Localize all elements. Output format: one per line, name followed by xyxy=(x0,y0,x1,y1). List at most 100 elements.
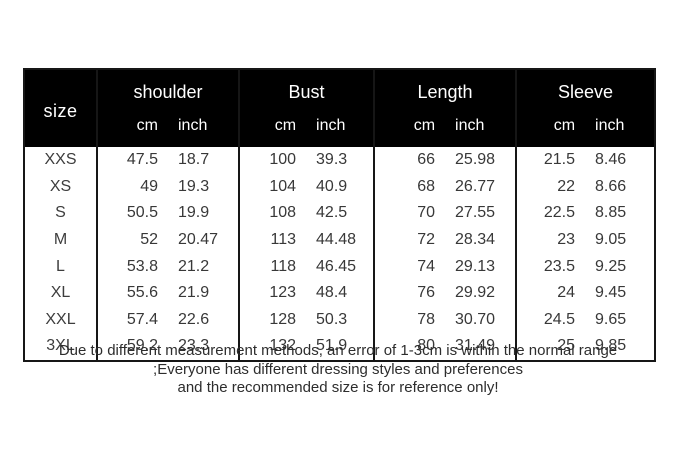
value-cell: 113 xyxy=(270,231,297,249)
value-cell: 23.5 xyxy=(543,257,576,275)
value-cell: 68 xyxy=(417,177,436,195)
length-inch-header: inch xyxy=(445,110,518,147)
value-cell: 59.2 xyxy=(126,337,158,355)
value-cell: 78 xyxy=(417,310,436,328)
value-cell: 123 xyxy=(269,284,297,302)
size-cell: 3XL xyxy=(24,333,98,361)
value-cell: 18.7 xyxy=(168,147,241,174)
table-row: XXL 57.4 22.6 128 50.3 78 30.70 24.5 9.65 xyxy=(24,306,655,334)
value-cell: 9.85 xyxy=(595,337,627,355)
value-cell: 52 xyxy=(140,231,158,249)
disclaimer-text: Due to different measurement methods, an… xyxy=(0,342,676,398)
value-cell: 9.45 xyxy=(595,284,627,302)
value-cell: 23 xyxy=(557,231,576,249)
table-row: S 50.5 19.9 108 42.5 70 27.55 22.5 8.85 xyxy=(24,200,655,227)
value-cell: 57.4 xyxy=(126,310,158,328)
table-row: M 52 20.47 113 44.48 72 28.34 23 9.05 xyxy=(24,226,655,254)
value-cell: 9.05 xyxy=(595,231,627,249)
shoulder-cm-header: cm xyxy=(97,110,168,147)
value-cell: 30.70 xyxy=(445,306,518,334)
value-cell: 24 xyxy=(557,284,576,302)
value-cell: 47.5 xyxy=(126,151,158,169)
value-cell: 31.49 xyxy=(445,333,518,361)
value-cell: 108 xyxy=(269,204,297,222)
value-cell: 21.9 xyxy=(168,279,241,307)
value-cell: 74 xyxy=(417,257,436,275)
size-column-header: size xyxy=(24,69,98,147)
sleeve-cm-header: cm xyxy=(516,110,586,147)
length-group-header: Length xyxy=(374,69,518,110)
value-cell: 76 xyxy=(417,284,436,302)
value-cell: 27.55 xyxy=(445,200,518,227)
bust-cm-header: cm xyxy=(239,110,307,147)
table-header: size shoulder Bust Length Sleeve cm inch… xyxy=(24,69,656,147)
value-cell: 46.45 xyxy=(306,253,376,280)
value-cell: 70 xyxy=(417,204,436,222)
value-cell: 21.2 xyxy=(168,253,241,280)
value-cell: 128 xyxy=(269,310,297,328)
value-cell: 132 xyxy=(269,337,297,355)
disclaimer-line-3: and the recommended size is for referenc… xyxy=(177,379,499,396)
size-cell: L xyxy=(24,253,98,280)
size-cell: XL xyxy=(24,279,98,307)
size-cell: XXL xyxy=(24,306,98,334)
table-row: XS 49 19.3 104 40.9 68 26.77 22 8.66 xyxy=(24,173,655,201)
size-cell: M xyxy=(24,226,98,254)
value-cell: 104 xyxy=(269,177,297,195)
value-cell: 48.4 xyxy=(306,279,376,307)
value-cell: 19.9 xyxy=(168,200,241,227)
disclaimer-line-1: Due to different measurement methods, an… xyxy=(58,342,618,359)
value-cell: 28.34 xyxy=(445,226,518,254)
value-cell: 9.25 xyxy=(595,257,627,275)
disclaimer-line-2: ;Everyone has different dressing styles … xyxy=(153,360,523,378)
value-cell: 50.5 xyxy=(126,204,158,222)
value-cell: 29.13 xyxy=(445,253,518,280)
value-cell: 44.48 xyxy=(306,226,376,254)
value-cell: 22 xyxy=(557,177,576,195)
size-cell: XS xyxy=(24,173,98,201)
value-cell: 8.85 xyxy=(595,204,627,222)
value-cell: 8.66 xyxy=(595,177,627,195)
value-cell: 53.8 xyxy=(126,257,158,275)
header-group-row: size shoulder Bust Length Sleeve xyxy=(24,69,656,147)
value-cell: 80 xyxy=(417,337,436,355)
value-cell: 100 xyxy=(269,151,297,169)
value-cell: 66 xyxy=(417,151,436,169)
table-row: L 53.8 21.2 118 46.45 74 29.13 23.5 9.25 xyxy=(24,253,655,280)
value-cell: 25.98 xyxy=(445,147,518,174)
value-cell: 72 xyxy=(417,231,436,249)
value-cell: 25 xyxy=(557,337,576,355)
table-body: XXS 47.5 18.7 100 39.3 66 25.98 21.5 8.46 XS 49 19.… xyxy=(24,147,655,361)
size-cell: XXS xyxy=(24,147,98,174)
value-cell: 40.9 xyxy=(306,173,376,201)
value-cell: 55.6 xyxy=(126,284,158,302)
value-cell: 22.6 xyxy=(168,306,241,334)
bust-group-header: Bust xyxy=(239,69,376,110)
value-cell: 24.5 xyxy=(543,310,576,328)
value-cell: 50.3 xyxy=(306,306,376,334)
value-cell: 20.47 xyxy=(168,226,241,254)
value-cell: 19.3 xyxy=(168,173,241,201)
size-chart-table: size shoulder Bust Length Sleeve cm inch… xyxy=(23,68,657,362)
table-row: XXS 47.5 18.7 100 39.3 66 25.98 21.5 8.46 xyxy=(24,147,655,174)
value-cell: 51.9 xyxy=(306,333,376,361)
table-row: XL 55.6 21.9 123 48.4 76 29.92 24 9.45 xyxy=(24,279,655,307)
value-cell: 21.5 xyxy=(543,151,576,169)
sleeve-group-header: Sleeve xyxy=(516,69,656,110)
value-cell: 26.77 xyxy=(445,173,518,201)
value-cell: 49 xyxy=(140,177,158,195)
value-cell: 22.5 xyxy=(543,204,576,222)
header-unit-row: cm inch cm inch cm inch cm inch xyxy=(24,110,656,147)
size-chart-table-wrap: size shoulder Bust Length Sleeve cm inch… xyxy=(23,68,657,362)
table-row: 3XL 59.2 23.3 132 51.9 80 31.49 25 9.85 xyxy=(24,333,655,361)
value-cell: 8.46 xyxy=(595,151,627,169)
value-cell: 39.3 xyxy=(306,147,376,174)
shoulder-group-header: shoulder xyxy=(97,69,241,110)
value-cell: 9.65 xyxy=(595,310,627,328)
bust-inch-header: inch xyxy=(306,110,376,147)
value-cell: 118 xyxy=(270,257,297,275)
value-cell: 23.3 xyxy=(168,333,241,361)
value-cell: 29.92 xyxy=(445,279,518,307)
sleeve-inch-header: inch xyxy=(585,110,656,147)
